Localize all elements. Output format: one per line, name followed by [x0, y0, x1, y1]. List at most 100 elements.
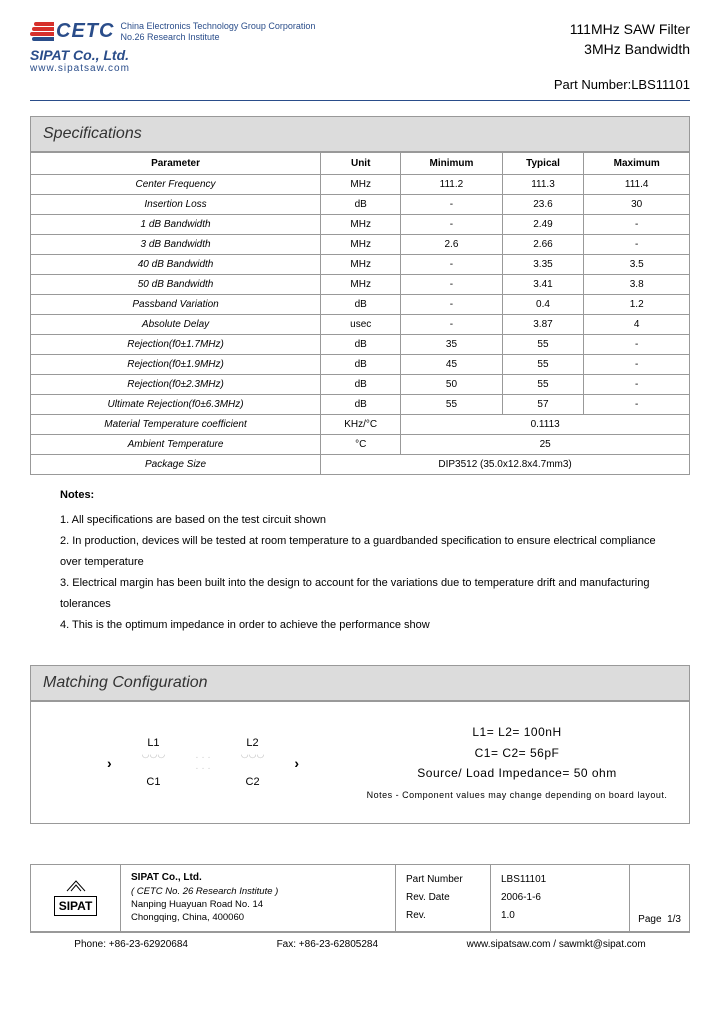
fax: Fax: +86-23-62805284 [277, 939, 378, 950]
param-cell: 3 dB Bandwidth [31, 235, 321, 255]
note-item: 1. All specifications are based on the t… [60, 510, 660, 531]
unit-cell: MHz [321, 255, 401, 275]
footer-company: SIPAT Co., Ltd. [131, 871, 385, 885]
rd-label: Rev. Date [406, 889, 480, 907]
l2-label: L2 [241, 737, 265, 749]
param-cell: Rejection(f0±1.7MHz) [31, 335, 321, 355]
cetc-logo-row: CETC China Electronics Technology Group … [30, 20, 315, 43]
unit-cell: usec [321, 315, 401, 335]
table-header: Typical [502, 153, 584, 175]
value-cell: 2.6 [401, 235, 502, 255]
span-cell: 0.1113 [401, 415, 690, 435]
pn-value: LBS11101 [501, 871, 619, 889]
circuit-l1c1: L1 ◡◡◡ C1 [142, 737, 166, 788]
value-cell: 55 [502, 375, 584, 395]
cetc-icon [30, 22, 54, 42]
c2-label: C2 [241, 776, 265, 788]
footer-box: SIPAT SIPAT Co., Ltd. ( CETC No. 26 Rese… [30, 864, 690, 932]
span-cell: DIP3512 (35.0x12.8x4.7mm3) [321, 455, 690, 475]
cetc-subtitle: China Electronics Technology Group Corpo… [120, 21, 315, 43]
value-cell: - [401, 255, 502, 275]
value-cell: 0.4 [502, 295, 584, 315]
footer-inst: ( CETC No. 26 Research Institute ) [131, 885, 385, 898]
value-cell: - [401, 215, 502, 235]
cetc-name: CETC [56, 20, 114, 43]
value-cell: 4 [584, 315, 690, 335]
l1-label: L1 [142, 737, 166, 749]
matching-section: Matching Configuration › L1 ◡◡◡ C1 · · ·… [30, 665, 690, 823]
value-cell: 45 [401, 355, 502, 375]
matching-title: Matching Configuration [30, 665, 690, 701]
unit-cell: dB [321, 355, 401, 375]
web: www.sipatsaw.com / sawmkt@sipat.com [467, 939, 646, 950]
value-cell: 3.87 [502, 315, 584, 335]
footer-labels: Part Number Rev. Date Rev. [396, 865, 491, 931]
table-row: Ultimate Rejection(f0±6.3MHz)dB5557- [31, 395, 690, 415]
sipat-logo-icon [65, 879, 87, 893]
table-row: Passband VariationdB-0.41.2 [31, 295, 690, 315]
param-cell: Rejection(f0±1.9MHz) [31, 355, 321, 375]
value-cell: 50 [401, 375, 502, 395]
cetc-sub2: No.26 Research Institute [120, 32, 315, 43]
value-cell: 30 [584, 195, 690, 215]
unit-cell: dB [321, 335, 401, 355]
part-number-value: LBS11101 [631, 77, 690, 92]
value-cell: 55 [502, 355, 584, 375]
part-number-label: Part Number: [554, 77, 631, 92]
inductor-icon: ◡◡◡ [142, 749, 166, 760]
param-cell: Absolute Delay [31, 315, 321, 335]
unit-cell: MHz [321, 235, 401, 255]
value-cell: - [584, 395, 690, 415]
page-header: CETC China Electronics Technology Group … [30, 20, 690, 101]
product-title-2: 3MHz Bandwidth [554, 40, 690, 60]
param-cell: Ambient Temperature [31, 435, 321, 455]
rv-value: 1.0 [501, 907, 619, 925]
value-cell: - [584, 375, 690, 395]
notes-block: Notes: 1. All specifications are based o… [30, 475, 690, 645]
unit-cell: MHz [321, 175, 401, 195]
param-cell: Package Size [31, 455, 321, 475]
unit-cell: MHz [321, 275, 401, 295]
unit-cell: dB [321, 395, 401, 415]
value-cell: - [584, 355, 690, 375]
value-cell: 23.6 [502, 195, 584, 215]
part-number-line: Part Number:LBS11101 [554, 77, 690, 92]
note-item: 3. Electrical margin has been built into… [60, 573, 660, 615]
param-cell: Ultimate Rejection(f0±6.3MHz) [31, 395, 321, 415]
table-row: 50 dB BandwidthMHz-3.413.8 [31, 275, 690, 295]
circuit-l2c2: L2 ◡◡◡ C2 [241, 737, 265, 788]
param-cell: 1 dB Bandwidth [31, 215, 321, 235]
value-cell: - [584, 335, 690, 355]
table-header: Unit [321, 153, 401, 175]
param-cell: Rejection(f0±2.3MHz) [31, 375, 321, 395]
matching-values: L1= L2= 100nH C1= C2= 56pF Source/ Load … [360, 722, 674, 802]
footer-logo-cell: SIPAT [31, 865, 121, 931]
filter-block-icon: · · ·· · · [195, 752, 211, 774]
value-cell: 111.3 [502, 175, 584, 195]
header-right: 111MHz SAW Filter 3MHz Bandwidth Part Nu… [554, 20, 690, 92]
matching-box: › L1 ◡◡◡ C1 · · ·· · · L2 ◡◡◡ C2 › L1= L… [30, 701, 690, 823]
c1-label: C1 [142, 776, 166, 788]
table-header: Parameter [31, 153, 321, 175]
table-row: Package SizeDIP3512 (35.0x12.8x4.7mm3) [31, 455, 690, 475]
value-cell: - [401, 315, 502, 335]
value-cell: 3.41 [502, 275, 584, 295]
value-cell: 57 [502, 395, 584, 415]
unit-cell: MHz [321, 215, 401, 235]
rd-value: 2006-1-6 [501, 889, 619, 907]
cetc-sub1: China Electronics Technology Group Corpo… [120, 21, 315, 32]
circuit-diagram: › L1 ◡◡◡ C1 · · ·· · · L2 ◡◡◡ C2 › [46, 737, 360, 788]
value-cell: - [401, 195, 502, 215]
table-row: Material Temperature coefficientKHz/°C0.… [31, 415, 690, 435]
table-row: 40 dB BandwidthMHz-3.353.5 [31, 255, 690, 275]
table-row: Absolute Delayusec-3.874 [31, 315, 690, 335]
page-value: 1/3 [667, 914, 681, 925]
span-cell: 25 [401, 435, 690, 455]
footer-addr1: Nanping Huayuan Road No. 14 [131, 898, 385, 911]
footer-addr2: Chongqing, China, 400060 [131, 911, 385, 924]
arrow-in-icon: › [107, 755, 112, 771]
footer-address: SIPAT Co., Ltd. ( CETC No. 26 Research I… [121, 865, 396, 931]
value-cell: 55 [502, 335, 584, 355]
header-left: CETC China Electronics Technology Group … [30, 20, 315, 74]
table-row: Rejection(f0±2.3MHz)dB5055- [31, 375, 690, 395]
